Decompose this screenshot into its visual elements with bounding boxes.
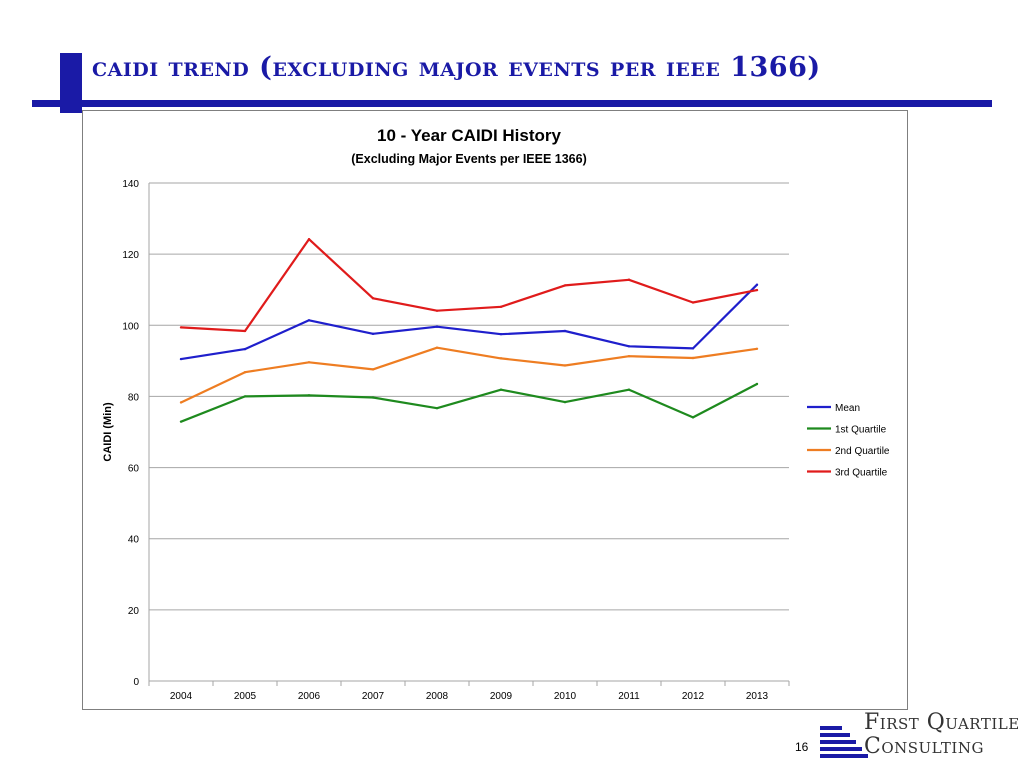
data-point xyxy=(371,297,375,300)
legend-entry: 3rd Quartile xyxy=(835,468,888,479)
legend-entry: 2nd Quartile xyxy=(835,446,890,457)
x-tick-label: 2007 xyxy=(362,691,385,702)
chart-subtitle: (Excluding Major Events per IEEE 1366) xyxy=(351,152,587,166)
series-line xyxy=(180,383,758,423)
y-tick-label: 20 xyxy=(128,606,140,617)
x-tick-label: 2009 xyxy=(490,691,513,702)
data-point xyxy=(179,420,183,423)
y-tick-label: 100 xyxy=(122,321,139,332)
data-point xyxy=(627,345,631,348)
legend-entry: Mean xyxy=(835,403,860,414)
slide-title: CAIDI Trend (Excluding Major Events per … xyxy=(92,52,821,83)
y-tick-label: 40 xyxy=(128,535,140,546)
data-point xyxy=(371,332,375,336)
data-point xyxy=(755,382,759,386)
legend-entry: 1st Quartile xyxy=(835,425,887,436)
data-point xyxy=(627,388,631,391)
data-point xyxy=(755,283,759,286)
data-point xyxy=(499,305,503,308)
x-tick-label: 2011 xyxy=(618,691,640,702)
x-tick-label: 2005 xyxy=(234,691,257,702)
data-point xyxy=(435,325,439,328)
logo-text-line2: Consulting xyxy=(864,734,984,759)
data-point xyxy=(563,284,567,287)
data-point xyxy=(627,355,631,358)
series-line xyxy=(180,238,758,333)
title-accent-block xyxy=(60,53,82,113)
page-number: 16 xyxy=(795,740,809,754)
series-line xyxy=(180,346,758,404)
data-point xyxy=(499,388,503,391)
y-tick-label: 80 xyxy=(128,392,140,403)
y-axis-label: CAIDI (Min) xyxy=(102,402,114,462)
data-point xyxy=(179,326,183,329)
data-point xyxy=(691,301,695,304)
data-point xyxy=(563,400,567,404)
y-tick-label: 60 xyxy=(128,464,140,475)
logo-bars-icon xyxy=(820,726,868,762)
data-point xyxy=(435,406,439,410)
data-point xyxy=(243,347,247,351)
data-point xyxy=(307,319,311,322)
data-point xyxy=(755,347,759,350)
data-point xyxy=(691,347,695,350)
data-point xyxy=(563,364,567,367)
data-point xyxy=(691,356,695,360)
x-tick-label: 2010 xyxy=(554,691,577,702)
data-point xyxy=(371,368,375,371)
chart-title: 10 - Year CAIDI History xyxy=(377,126,561,145)
data-point xyxy=(307,238,311,241)
data-point xyxy=(307,361,311,364)
data-point xyxy=(243,329,247,333)
y-tick-label: 0 xyxy=(133,677,139,688)
data-point xyxy=(563,329,567,333)
data-point xyxy=(691,416,695,419)
caidi-line-chart: 10 - Year CAIDI History (Excluding Major … xyxy=(102,126,890,702)
x-tick-label: 2004 xyxy=(170,691,193,702)
data-point xyxy=(179,401,183,404)
data-point xyxy=(243,371,247,374)
data-point xyxy=(179,357,183,361)
data-point xyxy=(307,394,311,397)
first-quartile-logo: First Quartile Consulting xyxy=(820,710,1020,764)
chart-frame: 10 - Year CAIDI History (Excluding Major … xyxy=(82,110,908,710)
y-tick-label: 120 xyxy=(122,250,139,261)
data-point xyxy=(627,278,631,281)
data-point xyxy=(435,346,439,349)
logo-text-line1: First Quartile xyxy=(864,710,1020,735)
data-point xyxy=(435,309,439,312)
data-point xyxy=(371,396,375,399)
x-tick-label: 2008 xyxy=(426,691,449,702)
x-tick-label: 2006 xyxy=(298,691,321,702)
data-point xyxy=(755,288,759,292)
title-underline xyxy=(32,100,992,107)
x-tick-label: 2013 xyxy=(746,691,769,702)
data-point xyxy=(499,332,503,336)
x-tick-label: 2012 xyxy=(682,691,705,702)
data-point xyxy=(243,395,247,398)
y-tick-label: 140 xyxy=(122,179,139,190)
series-line xyxy=(180,283,758,361)
data-point xyxy=(499,357,503,360)
